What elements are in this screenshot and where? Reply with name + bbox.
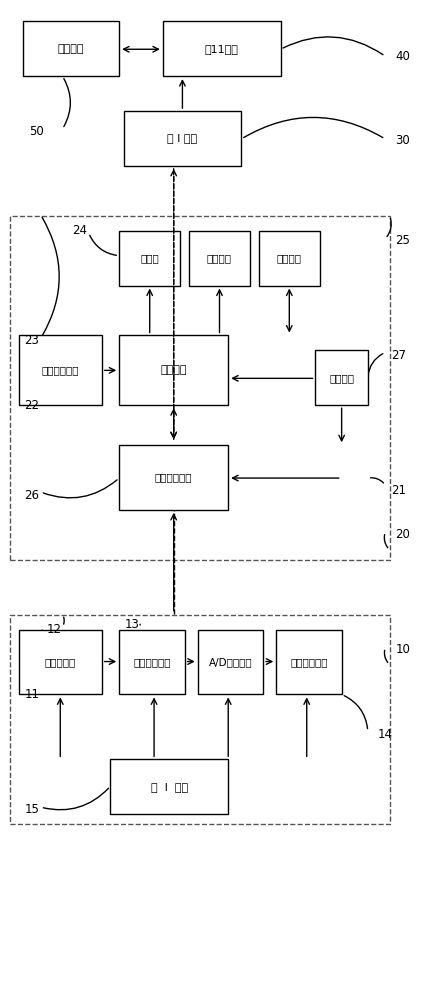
FancyBboxPatch shape bbox=[23, 21, 119, 76]
Text: 12: 12 bbox=[46, 623, 61, 636]
FancyBboxPatch shape bbox=[315, 350, 367, 405]
FancyBboxPatch shape bbox=[19, 630, 102, 694]
Text: 第 I 手机: 第 I 手机 bbox=[167, 134, 197, 144]
FancyBboxPatch shape bbox=[119, 445, 228, 510]
Text: 服务器端: 服务器端 bbox=[58, 44, 84, 54]
FancyArrowPatch shape bbox=[64, 79, 70, 127]
Text: 10: 10 bbox=[394, 643, 409, 656]
Text: 11: 11 bbox=[25, 688, 39, 701]
Text: 14: 14 bbox=[377, 728, 392, 741]
Text: 13: 13 bbox=[124, 618, 139, 631]
Text: 压力传感器: 压力传感器 bbox=[45, 657, 76, 667]
FancyArrowPatch shape bbox=[343, 696, 367, 729]
Text: 第二电源: 第二电源 bbox=[328, 373, 353, 383]
FancyBboxPatch shape bbox=[110, 759, 228, 814]
FancyArrowPatch shape bbox=[42, 217, 59, 336]
FancyBboxPatch shape bbox=[119, 630, 184, 694]
Text: 20: 20 bbox=[394, 528, 409, 541]
FancyBboxPatch shape bbox=[162, 21, 280, 76]
FancyBboxPatch shape bbox=[258, 231, 319, 286]
Text: 27: 27 bbox=[390, 349, 405, 362]
Text: 21: 21 bbox=[390, 484, 405, 497]
Text: 振动马达: 振动马达 bbox=[207, 253, 231, 263]
Text: 微处理器: 微处理器 bbox=[160, 365, 187, 375]
Text: 信号放大电路: 信号放大电路 bbox=[133, 657, 170, 667]
FancyArrowPatch shape bbox=[43, 788, 108, 810]
Text: A/D转换电路: A/D转换电路 bbox=[208, 657, 252, 667]
Text: 显示屏: 显示屏 bbox=[140, 253, 159, 263]
Text: 24: 24 bbox=[72, 224, 87, 237]
Text: 存储单元: 存储单元 bbox=[276, 253, 301, 263]
FancyArrowPatch shape bbox=[383, 535, 387, 548]
Text: 加速度传感器: 加速度传感器 bbox=[42, 365, 79, 375]
FancyBboxPatch shape bbox=[276, 630, 341, 694]
Text: 26: 26 bbox=[25, 489, 39, 502]
Text: 22: 22 bbox=[25, 399, 39, 412]
FancyBboxPatch shape bbox=[119, 335, 228, 405]
FancyArrowPatch shape bbox=[370, 478, 382, 483]
Text: 23: 23 bbox=[25, 334, 39, 347]
Text: 第一蓝牙模块: 第一蓝牙模块 bbox=[290, 657, 327, 667]
FancyBboxPatch shape bbox=[197, 630, 262, 694]
Bar bbox=[10, 216, 389, 560]
Text: 40: 40 bbox=[394, 50, 409, 63]
FancyArrowPatch shape bbox=[42, 371, 46, 400]
FancyArrowPatch shape bbox=[367, 354, 382, 376]
Text: 第二蓝牙模块: 第二蓝牙模块 bbox=[155, 473, 192, 483]
FancyArrowPatch shape bbox=[89, 235, 116, 255]
Text: 50: 50 bbox=[29, 125, 43, 138]
FancyBboxPatch shape bbox=[123, 111, 241, 166]
FancyBboxPatch shape bbox=[188, 231, 250, 286]
Bar bbox=[10, 615, 389, 824]
FancyArrowPatch shape bbox=[384, 650, 387, 662]
FancyArrowPatch shape bbox=[43, 480, 117, 498]
FancyArrowPatch shape bbox=[243, 117, 382, 138]
FancyBboxPatch shape bbox=[19, 335, 102, 405]
FancyArrowPatch shape bbox=[42, 630, 50, 689]
Text: 30: 30 bbox=[395, 134, 409, 147]
FancyArrowPatch shape bbox=[283, 37, 382, 55]
Text: 15: 15 bbox=[25, 803, 39, 816]
Text: 25: 25 bbox=[394, 234, 409, 247]
FancyArrowPatch shape bbox=[386, 218, 390, 237]
Text: 第11手机: 第11手机 bbox=[204, 44, 238, 54]
FancyBboxPatch shape bbox=[119, 231, 180, 286]
Text: 第  I  电源: 第 I 电源 bbox=[150, 782, 187, 792]
